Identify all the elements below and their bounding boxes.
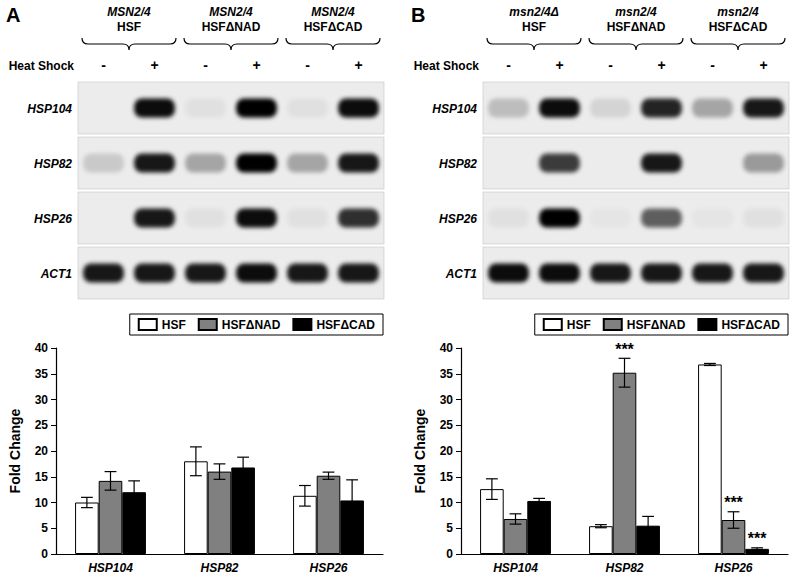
svg-text:0: 0 bbox=[446, 547, 453, 561]
svg-text:HSP82: HSP82 bbox=[439, 157, 477, 171]
svg-text:10: 10 bbox=[440, 496, 454, 510]
svg-text:-: - bbox=[203, 57, 208, 73]
svg-text:HSP26: HSP26 bbox=[714, 561, 752, 575]
svg-text:HSP26: HSP26 bbox=[34, 212, 72, 226]
svg-text:+: + bbox=[252, 57, 260, 73]
svg-text:5: 5 bbox=[41, 521, 48, 535]
svg-text:+: + bbox=[759, 57, 767, 73]
svg-text:Heat Shock: Heat Shock bbox=[414, 59, 480, 73]
svg-text:msn2/4Δ: msn2/4Δ bbox=[509, 5, 558, 19]
svg-text:HSFΔCAD: HSFΔCAD bbox=[709, 20, 768, 34]
svg-text:HSP104: HSP104 bbox=[432, 102, 477, 116]
svg-text:30: 30 bbox=[35, 393, 49, 407]
svg-text:35: 35 bbox=[35, 367, 49, 381]
svg-text:Heat Shock: Heat Shock bbox=[9, 59, 75, 73]
svg-text:HSP26: HSP26 bbox=[309, 561, 347, 575]
svg-text:B: B bbox=[411, 4, 425, 26]
svg-text:***: *** bbox=[748, 530, 767, 547]
svg-text:-: - bbox=[710, 57, 715, 73]
svg-text:HSFΔNAD: HSFΔNAD bbox=[607, 20, 666, 34]
svg-text:40: 40 bbox=[440, 341, 454, 355]
svg-text:HSP82: HSP82 bbox=[34, 157, 72, 171]
svg-text:20: 20 bbox=[440, 444, 454, 458]
svg-text:20: 20 bbox=[35, 444, 49, 458]
svg-text:15: 15 bbox=[35, 470, 49, 484]
svg-text:25: 25 bbox=[440, 418, 454, 432]
svg-text:15: 15 bbox=[440, 470, 454, 484]
svg-text:HSFΔNAD: HSFΔNAD bbox=[202, 20, 261, 34]
svg-text:HSFΔCAD: HSFΔCAD bbox=[316, 318, 375, 332]
svg-text:+: + bbox=[555, 57, 563, 73]
svg-text:35: 35 bbox=[440, 367, 454, 381]
svg-text:HSFΔNAD: HSFΔNAD bbox=[222, 318, 281, 332]
svg-text:***: *** bbox=[615, 341, 634, 358]
svg-text:HSP104: HSP104 bbox=[88, 561, 133, 575]
svg-text:HSP104: HSP104 bbox=[27, 102, 72, 116]
svg-text:ACT1: ACT1 bbox=[445, 267, 478, 281]
svg-text:0: 0 bbox=[41, 547, 48, 561]
svg-text:40: 40 bbox=[35, 341, 49, 355]
svg-text:ACT1: ACT1 bbox=[40, 267, 73, 281]
svg-text:-: - bbox=[101, 57, 106, 73]
svg-text:***: *** bbox=[724, 494, 743, 511]
svg-text:Fold Change: Fold Change bbox=[7, 408, 23, 493]
svg-text:+: + bbox=[354, 57, 362, 73]
svg-text:+: + bbox=[150, 57, 158, 73]
svg-text:30: 30 bbox=[440, 393, 454, 407]
svg-text:-: - bbox=[305, 57, 310, 73]
svg-text:HSFΔCAD: HSFΔCAD bbox=[721, 318, 780, 332]
svg-text:HSFΔNAD: HSFΔNAD bbox=[627, 318, 686, 332]
svg-text:HSP82: HSP82 bbox=[605, 561, 643, 575]
svg-text:+: + bbox=[657, 57, 665, 73]
svg-text:HSF: HSF bbox=[162, 318, 186, 332]
svg-text:MSN2/4: MSN2/4 bbox=[107, 5, 151, 19]
svg-text:HSFΔCAD: HSFΔCAD bbox=[304, 20, 363, 34]
svg-text:msn2/4: msn2/4 bbox=[615, 5, 657, 19]
svg-text:MSN2/4: MSN2/4 bbox=[209, 5, 253, 19]
svg-text:HSF: HSF bbox=[117, 20, 141, 34]
svg-text:A: A bbox=[6, 4, 20, 26]
svg-text:HSF: HSF bbox=[522, 20, 546, 34]
svg-text:-: - bbox=[608, 57, 613, 73]
svg-text:-: - bbox=[506, 57, 511, 73]
svg-text:25: 25 bbox=[35, 418, 49, 432]
svg-text:HSF: HSF bbox=[567, 318, 591, 332]
svg-text:HSP82: HSP82 bbox=[200, 561, 238, 575]
svg-text:5: 5 bbox=[446, 521, 453, 535]
svg-text:msn2/4: msn2/4 bbox=[717, 5, 759, 19]
svg-text:MSN2/4: MSN2/4 bbox=[311, 5, 355, 19]
svg-text:Fold Change: Fold Change bbox=[412, 408, 428, 493]
svg-text:HSP104: HSP104 bbox=[493, 561, 538, 575]
svg-text:10: 10 bbox=[35, 496, 49, 510]
svg-text:HSP26: HSP26 bbox=[439, 212, 477, 226]
